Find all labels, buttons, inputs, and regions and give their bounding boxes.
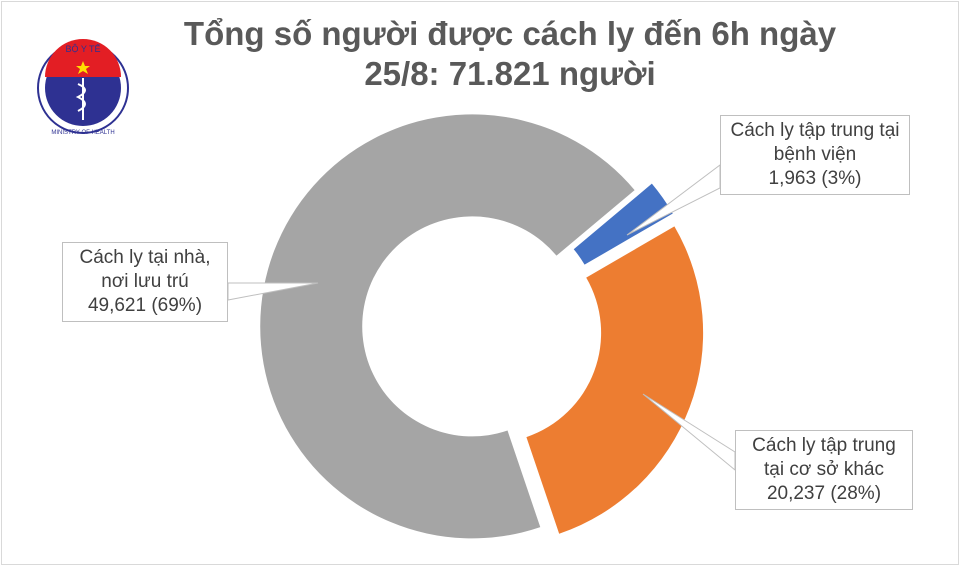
data-label-home: Cách ly tại nhà, nơi lưu trú 49,621 (69%… xyxy=(62,242,228,322)
label-value: 20,237 (28%) xyxy=(766,483,882,504)
logo-text-top: BỘ Y TẾ xyxy=(65,44,100,54)
donut-slice xyxy=(260,114,635,539)
label-line: tại cơ sở khác xyxy=(764,459,884,480)
title-line-1: Tổng số người được cách ly đến 6h ngày xyxy=(183,15,837,52)
label-line: Cách ly tập trung xyxy=(752,435,896,456)
data-label-hospital: Cách ly tập trung tại bệnh viện 1,963 (3… xyxy=(720,115,910,195)
label-value: 1,963 (3%) xyxy=(768,168,862,189)
donut-slice xyxy=(573,183,673,265)
data-label-other-facility: Cách ly tập trung tại cơ sở khác 20,237 … xyxy=(735,430,913,510)
ministry-of-health-logo: BỘ Y TẾ MINISTRY OF HEALTH xyxy=(37,39,129,136)
label-line: bệnh viện xyxy=(773,144,857,165)
label-line: Cách ly tại nhà, xyxy=(79,247,211,268)
label-line: nơi lưu trú xyxy=(101,271,189,292)
chart-title: Tổng số người được cách ly đến 6h ngày 2… xyxy=(150,14,870,94)
label-value: 49,621 (69%) xyxy=(87,295,203,316)
title-line-2: 25/8: 71.821 người xyxy=(364,55,656,92)
donut-slice xyxy=(526,226,704,534)
label-line: Cách ly tập trung tại xyxy=(730,120,900,141)
logo-text-bottom: MINISTRY OF HEALTH xyxy=(51,130,114,136)
leader-line xyxy=(227,282,319,301)
